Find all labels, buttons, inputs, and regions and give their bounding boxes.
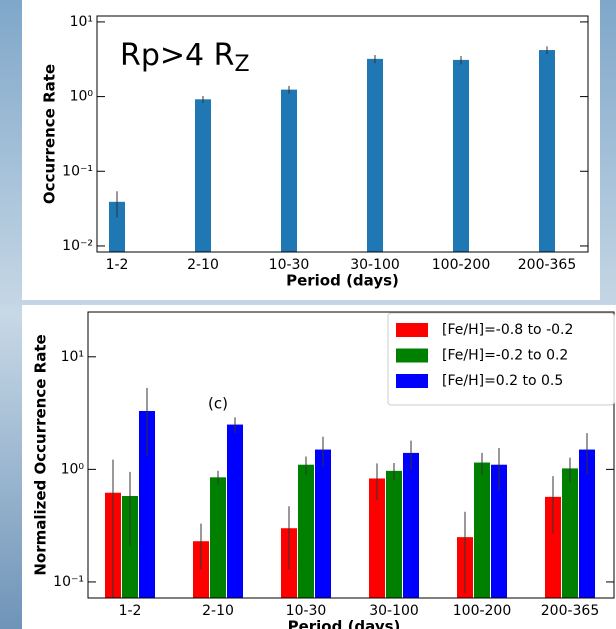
y-tick-label: 10⁻¹ bbox=[53, 574, 84, 590]
x-tick-label: 100-200 bbox=[453, 603, 512, 619]
bar bbox=[227, 424, 243, 598]
bar bbox=[579, 449, 595, 598]
x-tick-label: 30-100 bbox=[350, 257, 400, 273]
x-tick-label: 1-2 bbox=[119, 603, 142, 619]
legend-label: [Fe/H]=0.2 to 0.5 bbox=[442, 373, 563, 389]
y-tick-label: 10¹ bbox=[70, 14, 93, 30]
y-tick-label: 10⁰ bbox=[70, 89, 94, 105]
x-tick-label: 200-365 bbox=[518, 257, 577, 273]
bar bbox=[386, 470, 402, 598]
legend-swatch bbox=[396, 348, 428, 363]
x-tick-label: 200-365 bbox=[541, 603, 600, 619]
annotation: (c) bbox=[208, 395, 228, 413]
bar bbox=[562, 468, 578, 598]
x-tick-label: 10-30 bbox=[269, 257, 310, 273]
bar bbox=[453, 59, 469, 252]
legend-swatch bbox=[396, 374, 428, 388]
plot-frame bbox=[87, 311, 615, 599]
bar bbox=[369, 478, 385, 598]
bar bbox=[539, 50, 555, 253]
y-tick-label: 10⁻² bbox=[62, 238, 93, 254]
x-axis-label: Period (days) bbox=[286, 272, 399, 290]
legend-box bbox=[387, 312, 615, 406]
y-axis-label: Normalized Occurrence Rate bbox=[32, 334, 50, 575]
y-axis-label: Occurrence Rate bbox=[41, 64, 59, 204]
bar bbox=[403, 452, 419, 598]
bar bbox=[545, 496, 561, 598]
legend-label: [Fe/H]=-0.8 to -0.2 bbox=[442, 322, 573, 338]
bar bbox=[122, 495, 138, 598]
bar bbox=[109, 201, 125, 252]
y-tick-label: 10⁻¹ bbox=[62, 163, 93, 179]
x-tick-label: 10-30 bbox=[286, 603, 327, 619]
x-tick-label: 1-2 bbox=[106, 257, 129, 273]
bar bbox=[193, 541, 209, 598]
bar bbox=[298, 464, 314, 598]
bar bbox=[315, 449, 331, 598]
x-tick-label: 30-100 bbox=[369, 603, 419, 619]
bar bbox=[210, 477, 226, 598]
bar bbox=[491, 464, 507, 598]
bar bbox=[367, 58, 383, 252]
plot-frame bbox=[96, 15, 589, 253]
bar bbox=[281, 89, 297, 252]
legend-label: [Fe/H]=-0.2 to 0.2 bbox=[442, 348, 568, 364]
x-tick-label: 100-200 bbox=[432, 257, 491, 273]
x-tick-label: 2-10 bbox=[202, 603, 234, 619]
y-tick-label: 10¹ bbox=[61, 349, 84, 365]
x-axis-label: Period (days) bbox=[288, 618, 401, 629]
y-tick-label: 10⁰ bbox=[61, 461, 85, 477]
bar bbox=[195, 99, 211, 252]
annotation: Rp>4 RZ bbox=[120, 38, 250, 78]
bar bbox=[139, 410, 155, 598]
x-tick-label: 2-10 bbox=[187, 257, 219, 273]
legend-swatch bbox=[396, 323, 428, 337]
bar bbox=[474, 462, 490, 598]
panel bbox=[22, 0, 600, 300]
